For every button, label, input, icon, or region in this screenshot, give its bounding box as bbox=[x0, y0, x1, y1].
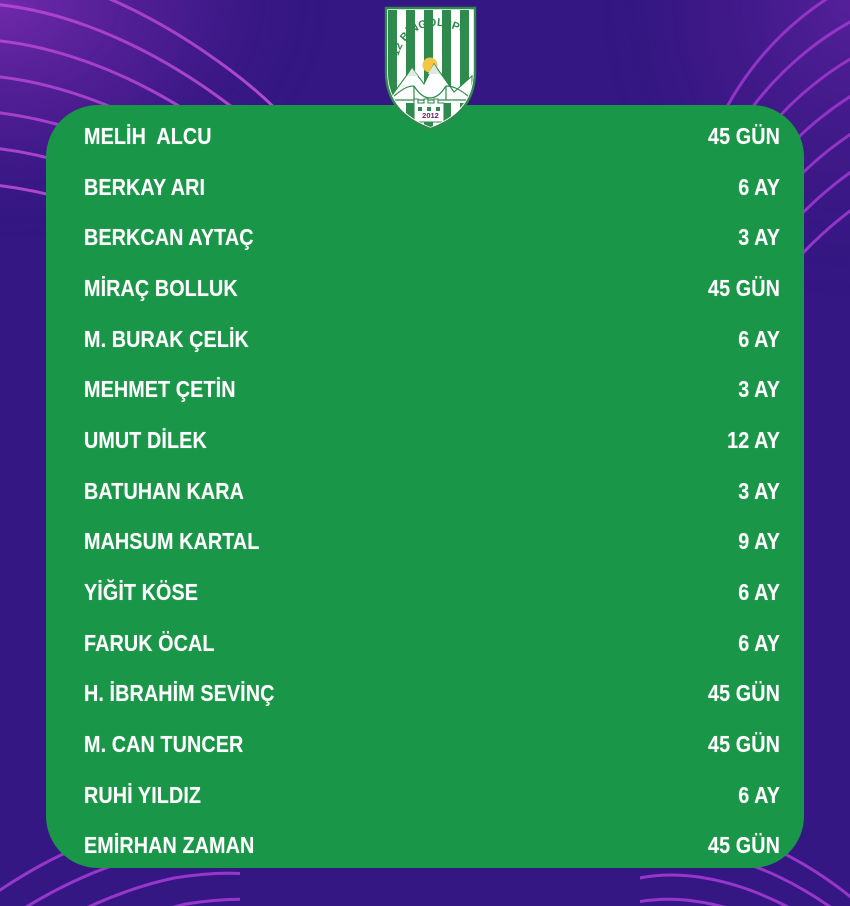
suspension-duration: 3 AY bbox=[738, 376, 780, 403]
suspension-duration: 45 GÜN bbox=[708, 274, 780, 301]
table-row: BERKAY ARI 6 AY bbox=[46, 162, 804, 213]
table-row: MİRAÇ BOLLUK 45 GÜN bbox=[46, 263, 804, 314]
table-row: YİĞİT KÖSE 6 AY bbox=[46, 567, 804, 618]
table-row: BATUHAN KARA 3 AY bbox=[46, 466, 804, 517]
table-row: RUHİ YILDIZ 6 AY bbox=[46, 770, 804, 821]
suspension-duration: 12 AY bbox=[727, 426, 780, 453]
suspension-duration: 6 AY bbox=[738, 579, 780, 606]
table-row: EMİRHAN ZAMAN 45 GÜN bbox=[46, 821, 804, 868]
suspension-duration: 6 AY bbox=[738, 173, 780, 200]
suspension-duration: 6 AY bbox=[738, 629, 780, 656]
table-row: UMUT DİLEK 12 AY bbox=[46, 415, 804, 466]
table-row: MEHMET ÇETİN 3 AY bbox=[46, 364, 804, 415]
suspension-duration: 6 AY bbox=[738, 325, 780, 352]
suspension-duration: 45 GÜN bbox=[708, 122, 780, 149]
player-name: M. BURAK ÇELİK bbox=[84, 325, 249, 352]
player-name: BERKCAN AYTAÇ bbox=[84, 224, 254, 251]
table-row: M. CAN TUNCER 45 GÜN bbox=[46, 719, 804, 770]
suspension-duration: 45 GÜN bbox=[708, 731, 780, 758]
suspension-duration: 3 AY bbox=[738, 224, 780, 251]
player-name: YİĞİT KÖSE bbox=[84, 579, 199, 606]
player-name: FARUK ÖCAL bbox=[84, 629, 215, 656]
crest-year: 2012 bbox=[422, 111, 439, 120]
suspension-duration: 45 GÜN bbox=[708, 680, 780, 707]
suspension-rows: MELİH ALCU 45 GÜN BERKAY ARI 6 AY BERKCA… bbox=[46, 105, 804, 868]
player-name: EMİRHAN ZAMAN bbox=[84, 832, 255, 859]
player-name: RUHİ YILDIZ bbox=[84, 781, 202, 808]
player-name: M. CAN TUNCER bbox=[84, 731, 244, 758]
suspension-duration: 3 AY bbox=[738, 477, 780, 504]
player-name: MELİH ALCU bbox=[84, 122, 212, 149]
table-row: MAHSUM KARTAL 9 AY bbox=[46, 517, 804, 568]
table-row: H. İBRAHİM SEVİNÇ 45 GÜN bbox=[46, 669, 804, 720]
table-row: MELİH ALCU 45 GÜN bbox=[46, 111, 804, 162]
player-name: H. İBRAHİM SEVİNÇ bbox=[84, 680, 275, 707]
table-row: FARUK ÖCAL 6 AY bbox=[46, 618, 804, 669]
suspension-duration: 6 AY bbox=[738, 781, 780, 808]
table-row: BERKCAN AYTAÇ 3 AY bbox=[46, 212, 804, 263]
table-row: M. BURAK ÇELİK 6 AY bbox=[46, 314, 804, 365]
player-name: MİRAÇ BOLLUK bbox=[84, 274, 238, 301]
player-name: MAHSUM KARTAL bbox=[84, 528, 260, 555]
suspension-duration: 45 GÜN bbox=[708, 832, 780, 859]
player-name: UMUT DİLEK bbox=[84, 426, 207, 453]
suspension-list-panel: MELİH ALCU 45 GÜN BERKAY ARI 6 AY BERKCA… bbox=[46, 105, 804, 868]
bingolspor-crest-icon: 12 BİNGÖLSPOR 2012 bbox=[384, 6, 477, 130]
player-name: MEHMET ÇETİN bbox=[84, 376, 236, 403]
player-name: BERKAY ARI bbox=[84, 173, 206, 200]
player-name: BATUHAN KARA bbox=[84, 477, 244, 504]
suspension-duration: 9 AY bbox=[738, 528, 780, 555]
